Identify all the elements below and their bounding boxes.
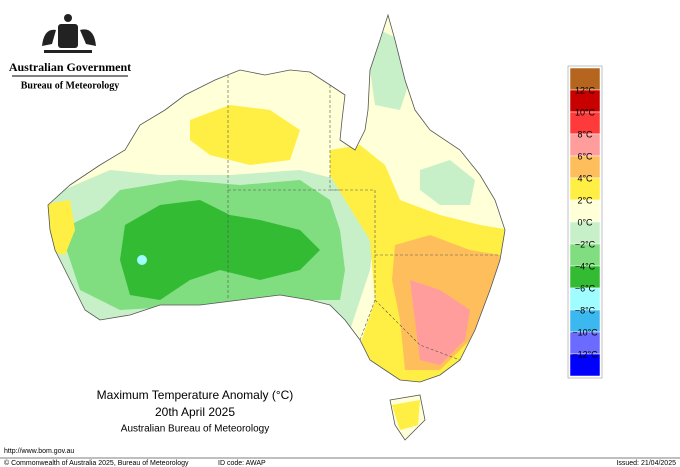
legend-label: −2°C xyxy=(575,239,596,249)
legend-label: 8°C xyxy=(577,129,593,139)
legend-label: −8°C xyxy=(575,305,596,315)
coastline xyxy=(47,13,506,441)
map-date: 20th April 2025 xyxy=(155,405,235,419)
footer-url: http://www.bom.gov.au xyxy=(4,448,74,455)
footer-id-code: ID code: AWAP xyxy=(218,460,266,467)
map-title: Maximum Temperature Anomaly (°C) xyxy=(97,388,294,402)
legend-label: 12°C xyxy=(575,85,596,95)
legend-label: 2°C xyxy=(577,195,593,205)
legend-swatch xyxy=(569,353,601,377)
legend-label: −10°C xyxy=(572,327,598,337)
legend-label: 4°C xyxy=(577,173,593,183)
legend-label: −6°C xyxy=(575,283,596,293)
state-borders xyxy=(227,75,500,361)
legend: 12°C 10°C 8°C 6°C 4°C 2°C 0°C −2°C −4°C −6°C −8°C −… xyxy=(567,65,603,379)
legend-label: 6°C xyxy=(577,151,593,161)
legend-label: −12°C xyxy=(572,349,598,359)
legend-label: 10°C xyxy=(575,107,596,117)
footer-copyright: © Commonwealth of Australia 2025, Bureau… xyxy=(4,459,189,467)
government-name: Australian Government xyxy=(9,60,131,74)
legend-label: −4°C xyxy=(575,261,596,271)
legend-label: 0°C xyxy=(577,217,593,227)
coat-of-arms xyxy=(42,14,96,53)
map-source: Australian Bureau of Meteorology xyxy=(121,424,269,435)
agency-name: Bureau of Meteorology xyxy=(21,80,120,91)
footer-issued: Issued: 21/04/2025 xyxy=(616,460,676,467)
